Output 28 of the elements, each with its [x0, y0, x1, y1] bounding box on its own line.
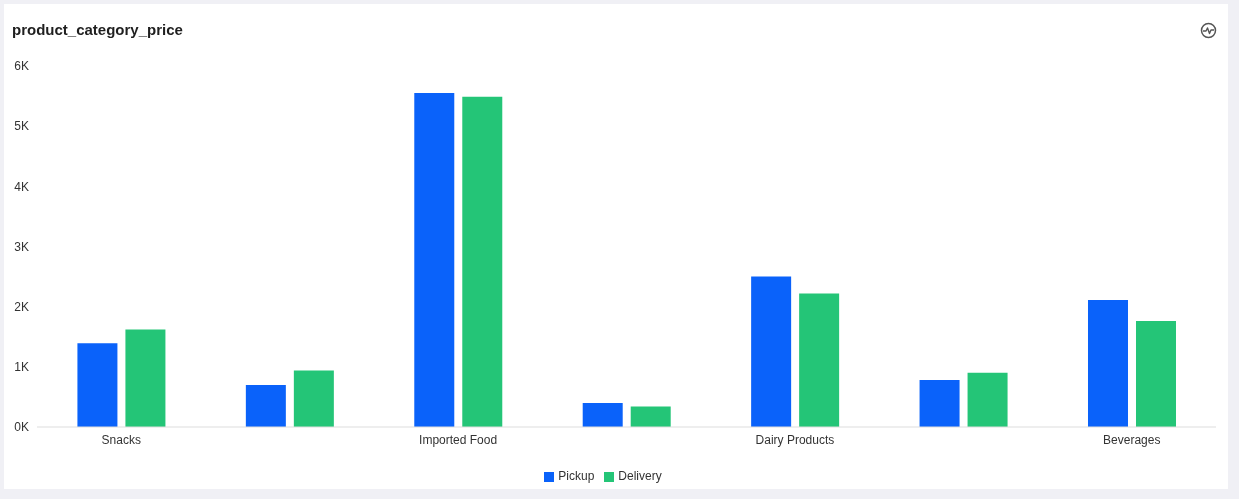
- bar: [751, 276, 792, 427]
- bar: [919, 380, 960, 427]
- bar: [1087, 300, 1128, 427]
- y-tick-label: 0K: [14, 420, 29, 435]
- bar: [799, 293, 840, 427]
- y-tick-label: 2K: [14, 299, 29, 314]
- legend-label: Delivery: [618, 469, 662, 483]
- bar: [630, 406, 671, 427]
- y-tick-label: 4K: [14, 179, 29, 194]
- x-tick-label: Imported Food: [419, 432, 498, 447]
- y-tick-label: 6K: [14, 59, 29, 74]
- y-tick-label: 1K: [14, 360, 29, 375]
- bar: [414, 93, 455, 427]
- bar: [77, 343, 118, 427]
- chart-title: product_category_price: [12, 21, 183, 38]
- legend-label: Pickup: [558, 469, 595, 483]
- bar: [293, 370, 334, 427]
- bar: [462, 96, 503, 427]
- x-tick-label: Snacks: [101, 432, 141, 447]
- bar: [125, 329, 166, 427]
- y-tick-label: 5K: [14, 119, 29, 134]
- bar: [967, 372, 1008, 427]
- bar: [245, 384, 286, 427]
- bar: [582, 402, 623, 427]
- y-tick-label: 3K: [14, 239, 29, 254]
- bar: [1135, 321, 1176, 427]
- x-tick-label: Dairy Products: [755, 432, 835, 447]
- x-tick-label: Beverages: [1103, 432, 1161, 447]
